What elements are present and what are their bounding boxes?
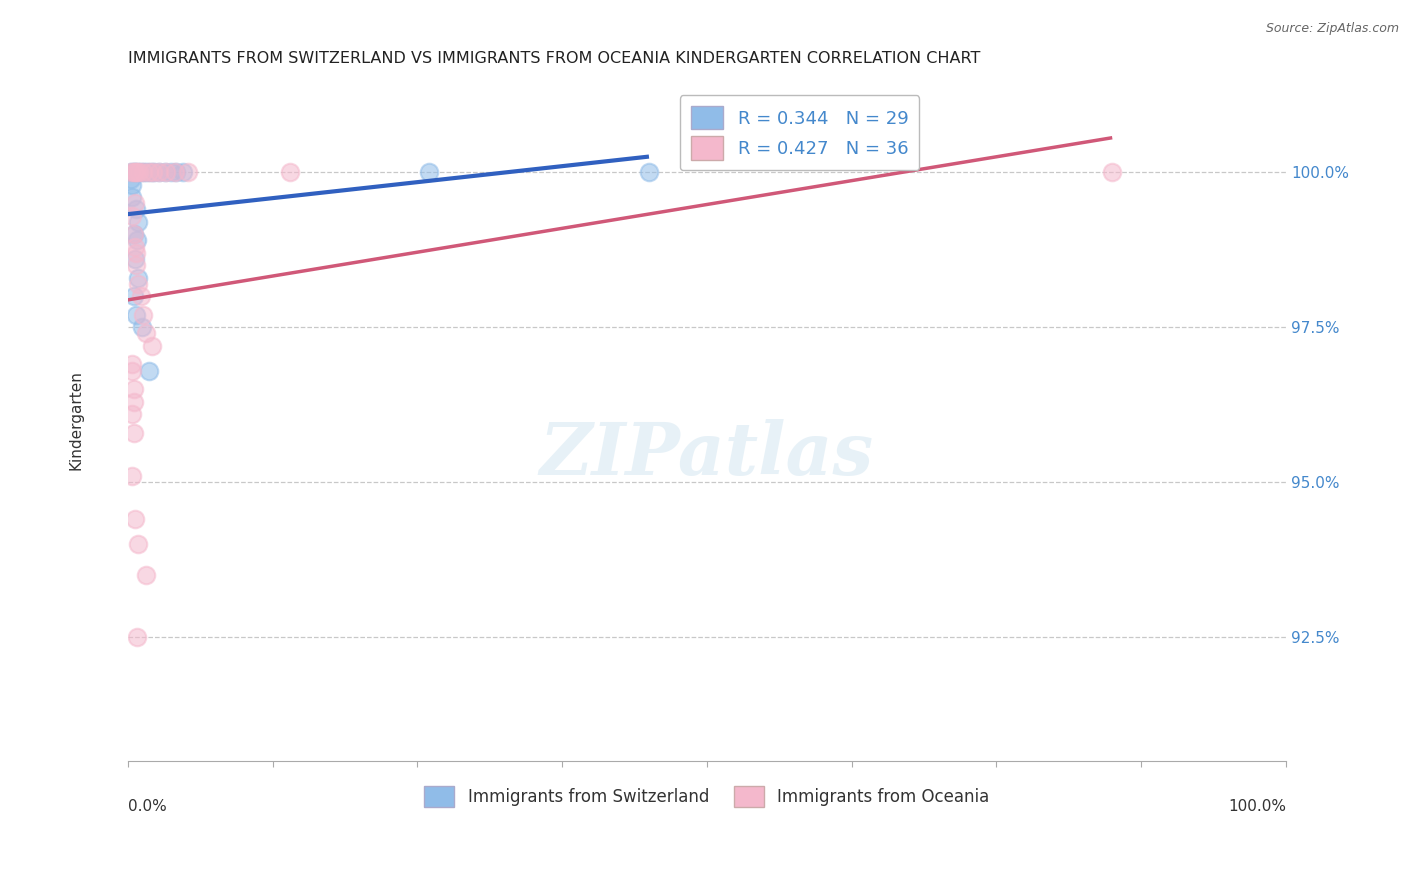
Text: 0.0%: 0.0% <box>128 798 166 814</box>
Point <box>148 165 170 179</box>
Point <box>125 308 148 322</box>
Point <box>124 512 146 526</box>
Text: Kindergarten: Kindergarten <box>67 370 83 470</box>
Text: ZIPatlas: ZIPatlas <box>540 419 875 490</box>
Text: 100.0%: 100.0% <box>1227 798 1286 814</box>
Point <box>148 165 170 179</box>
Point <box>143 165 166 179</box>
Point <box>124 165 146 179</box>
Point <box>127 537 149 551</box>
Point <box>122 425 145 440</box>
Text: IMMIGRANTS FROM SWITZERLAND VS IMMIGRANTS FROM OCEANIA KINDERGARTEN CORRELATION : IMMIGRANTS FROM SWITZERLAND VS IMMIGRANT… <box>128 51 980 66</box>
Point <box>121 178 143 192</box>
Point <box>125 630 148 644</box>
Point <box>138 364 160 378</box>
Point <box>129 289 152 303</box>
Point <box>127 277 149 291</box>
Point <box>165 165 187 179</box>
Point <box>125 258 148 272</box>
Point <box>129 165 152 179</box>
Point <box>418 165 440 179</box>
Point <box>122 394 145 409</box>
Point <box>278 165 301 179</box>
Point <box>153 165 176 179</box>
Point <box>121 469 143 483</box>
Point <box>120 165 142 179</box>
Point <box>141 339 163 353</box>
Point <box>135 326 157 341</box>
Point <box>125 234 148 248</box>
Point <box>124 252 146 266</box>
Point <box>125 165 148 179</box>
Point <box>177 165 200 179</box>
Point <box>127 165 149 179</box>
Point <box>127 215 149 229</box>
Point <box>121 407 143 421</box>
Point <box>638 165 661 179</box>
Point <box>172 165 194 179</box>
Point <box>122 289 145 303</box>
Point <box>142 165 165 179</box>
Legend: Immigrants from Switzerland, Immigrants from Oceania: Immigrants from Switzerland, Immigrants … <box>418 780 997 814</box>
Point <box>124 165 146 179</box>
Point <box>155 165 177 179</box>
Point <box>122 227 145 242</box>
Point <box>1101 165 1123 179</box>
Point <box>124 240 146 254</box>
Point <box>135 568 157 582</box>
Point <box>124 196 146 211</box>
Point <box>122 165 145 179</box>
Point <box>159 165 181 179</box>
Point <box>128 165 150 179</box>
Point <box>132 165 155 179</box>
Point <box>125 245 148 260</box>
Point <box>127 270 149 285</box>
Point <box>131 320 153 334</box>
Point <box>122 382 145 396</box>
Point <box>125 202 148 217</box>
Point <box>139 165 162 179</box>
Point <box>121 209 143 223</box>
Point <box>138 165 160 179</box>
Point <box>122 165 145 179</box>
Point <box>122 227 145 242</box>
Point <box>121 190 143 204</box>
Point <box>132 308 155 322</box>
Point <box>121 358 143 372</box>
Text: Source: ZipAtlas.com: Source: ZipAtlas.com <box>1265 22 1399 36</box>
Point <box>165 165 187 179</box>
Point <box>121 364 143 378</box>
Point <box>132 165 155 179</box>
Point <box>120 165 142 179</box>
Point <box>136 165 159 179</box>
Point <box>120 171 142 186</box>
